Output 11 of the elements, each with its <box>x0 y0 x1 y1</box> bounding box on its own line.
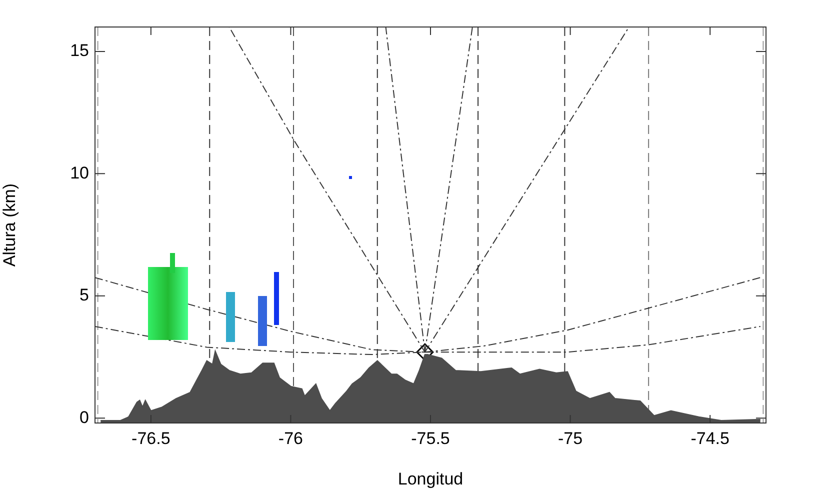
x-tick-label: -76.5 <box>132 428 170 448</box>
x-tick-label: -75 <box>558 428 583 448</box>
y-tick-label: 0 <box>80 408 89 427</box>
y-tick-label: 5 <box>80 286 89 305</box>
x-tick-label: -76 <box>278 428 303 448</box>
y-axis-title: Altura (km) <box>0 183 19 267</box>
x-tick-label: -74.5 <box>690 428 730 448</box>
y-tick-label: 10 <box>70 163 89 182</box>
y-tick-label: 15 <box>70 41 89 60</box>
x-axis-title: Longitud <box>398 469 464 488</box>
x-tick-label: -75.5 <box>411 428 450 448</box>
